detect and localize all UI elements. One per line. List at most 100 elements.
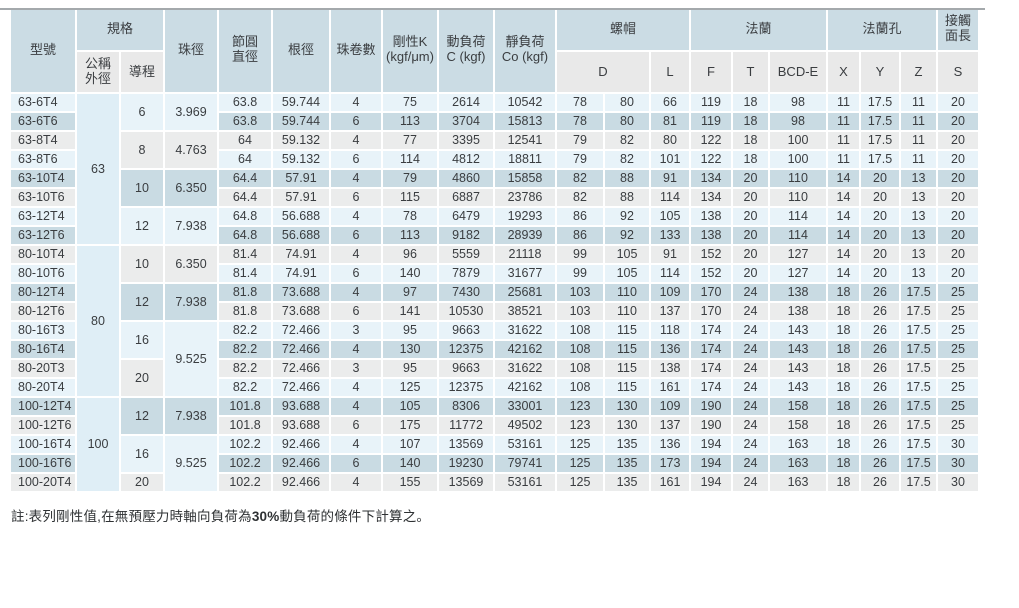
flange-bcd-cell: 114 (770, 208, 826, 225)
col-header-flange-t: T (733, 52, 768, 92)
pitch-dia-cell: 102.2 (219, 436, 271, 453)
col-header-spec-group: 規格 (77, 8, 163, 50)
nut-l-cell: 114 (651, 265, 689, 282)
dynamic-load-cell: 2614 (439, 94, 493, 111)
dynamic-load-cell: 7879 (439, 265, 493, 282)
model-cell: 100-12T4 (11, 398, 75, 415)
nut-d1-cell: 78 (557, 94, 603, 111)
contact-s-cell: 20 (938, 227, 978, 244)
flange-f-cell: 190 (691, 398, 731, 415)
flange-t-cell: 24 (733, 379, 768, 396)
flange-f-cell: 134 (691, 189, 731, 206)
flange-f-cell: 174 (691, 360, 731, 377)
root-dia-cell: 72.466 (273, 379, 329, 396)
model-cell: 63-6T6 (11, 113, 75, 130)
table-row: 63-10T6 64.4 57.91 6 115 6887 23786 82 88 114 134 2… (11, 189, 978, 206)
col-header-lead: 導程 (121, 52, 163, 92)
flange-t-cell: 24 (733, 417, 768, 434)
pitch-dia-cell: 64 (219, 151, 271, 168)
flange-t-cell: 24 (733, 360, 768, 377)
ball-dia-cell: 3.969 (165, 94, 217, 130)
static-load-cell: 79741 (495, 455, 555, 472)
hole-y-cell: 17.5 (861, 94, 899, 111)
hole-z-cell: 17.5 (901, 379, 936, 396)
contact-s-cell: 20 (938, 189, 978, 206)
pitch-dia-cell: 81.4 (219, 246, 271, 263)
nut-d2-cell: 88 (605, 189, 649, 206)
table-row: 80-20T4 82.2 72.466 4 125 12375 42162 108 115 161… (11, 379, 978, 396)
hole-z-cell: 13 (901, 208, 936, 225)
dynamic-load-cell: 19230 (439, 455, 493, 472)
nut-d1-cell: 125 (557, 436, 603, 453)
root-dia-cell: 72.466 (273, 322, 329, 339)
table-row: 80-20T3 20 82.2 72.466 3 95 9663 31622 108 115 138… (11, 360, 978, 396)
model-cell: 100-12T6 (11, 417, 75, 434)
ball-dia-cell: 9.525 (165, 436, 217, 491)
flange-bcd-cell: 163 (770, 436, 826, 453)
table-row: 100-12T4 100 12 7.938 101.8 93.688 4 105 8306 330… (11, 398, 978, 491)
flange-t-cell: 24 (733, 398, 768, 415)
circuits-cell: 4 (331, 379, 381, 396)
table-row: 80-10T6 81.4 74.91 6 140 7879 31677 99 105 114 152… (11, 265, 978, 282)
contact-s-cell: 25 (938, 303, 978, 320)
dynamic-load-cell: 3704 (439, 113, 493, 130)
root-dia-cell: 92.466 (273, 455, 329, 472)
nut-d1-cell: 125 (557, 455, 603, 472)
nut-d2-cell: 115 (605, 379, 649, 396)
hole-x-cell: 11 (828, 94, 859, 111)
header-row-groups: 型號 規格 珠徑 節圓 直徑 根徑 珠卷數 剛性K (kgf/μm) 動負荷 C… (11, 8, 978, 92)
nut-d1-cell: 123 (557, 417, 603, 434)
dynamic-load-cell: 8306 (439, 398, 493, 415)
dynamic-load-cell: 9182 (439, 227, 493, 244)
hole-y-cell: 20 (861, 246, 899, 263)
root-dia-cell: 57.91 (273, 170, 329, 187)
table-row: 63-6T6 63.8 59.744 6 113 3704 15813 78 80 81 119 18… (11, 113, 978, 130)
hole-z-cell: 11 (901, 94, 936, 111)
flange-t-cell: 20 (733, 227, 768, 244)
nut-d1-cell: 125 (557, 474, 603, 491)
flange-f-cell: 174 (691, 341, 731, 358)
dynamic-load-cell: 9663 (439, 322, 493, 339)
col-header-contact-length: 接觸 面長 (938, 8, 978, 50)
dynamic-load-cell: 12375 (439, 341, 493, 358)
model-cell: 80-16T3 (11, 322, 75, 339)
contact-s-cell: 20 (938, 132, 978, 149)
nut-d1-cell: 82 (557, 189, 603, 206)
flange-bcd-cell: 100 (770, 151, 826, 168)
lead-cell: 12 (121, 284, 163, 320)
flange-t-cell: 20 (733, 208, 768, 225)
circuits-cell: 4 (331, 398, 381, 415)
dynamic-load-cell: 4860 (439, 170, 493, 187)
pitch-dia-cell: 102.2 (219, 474, 271, 491)
hole-z-cell: 17.5 (901, 417, 936, 434)
model-cell: 80-12T6 (11, 303, 75, 320)
flange-bcd-cell: 110 (770, 170, 826, 187)
model-cell: 80-20T4 (11, 379, 75, 396)
pitch-dia-cell: 81.4 (219, 265, 271, 282)
table-row: 80-16T3 16 9.525 82.2 72.466 3 95 9663 31622 108 1… (11, 322, 978, 396)
contact-s-cell: 20 (938, 113, 978, 130)
nut-d1-cell: 82 (557, 170, 603, 187)
footnote-text: 註:表列剛性值,在無預壓力時軸向負荷為 (11, 509, 252, 524)
circuits-cell: 6 (331, 113, 381, 130)
model-cell: 63-12T6 (11, 227, 75, 244)
hole-z-cell: 13 (901, 246, 936, 263)
pitch-dia-cell: 63.8 (219, 94, 271, 111)
static-load-cell: 15858 (495, 170, 555, 187)
nut-d2-cell: 105 (605, 265, 649, 282)
flange-bcd-cell: 163 (770, 455, 826, 472)
stiffness-cell: 114 (383, 151, 437, 168)
stiffness-cell: 77 (383, 132, 437, 149)
contact-s-cell: 30 (938, 436, 978, 453)
stiffness-cell: 113 (383, 227, 437, 244)
root-dia-cell: 93.688 (273, 398, 329, 415)
dynamic-load-cell: 10530 (439, 303, 493, 320)
dynamic-load-cell: 6479 (439, 208, 493, 225)
flange-f-cell: 138 (691, 227, 731, 244)
flange-f-cell: 170 (691, 303, 731, 320)
hole-z-cell: 17.5 (901, 322, 936, 339)
hole-x-cell: 14 (828, 170, 859, 187)
col-header-flange-bcd: BCD-E (770, 52, 826, 92)
hole-z-cell: 17.5 (901, 303, 936, 320)
nut-d2-cell: 115 (605, 360, 649, 377)
